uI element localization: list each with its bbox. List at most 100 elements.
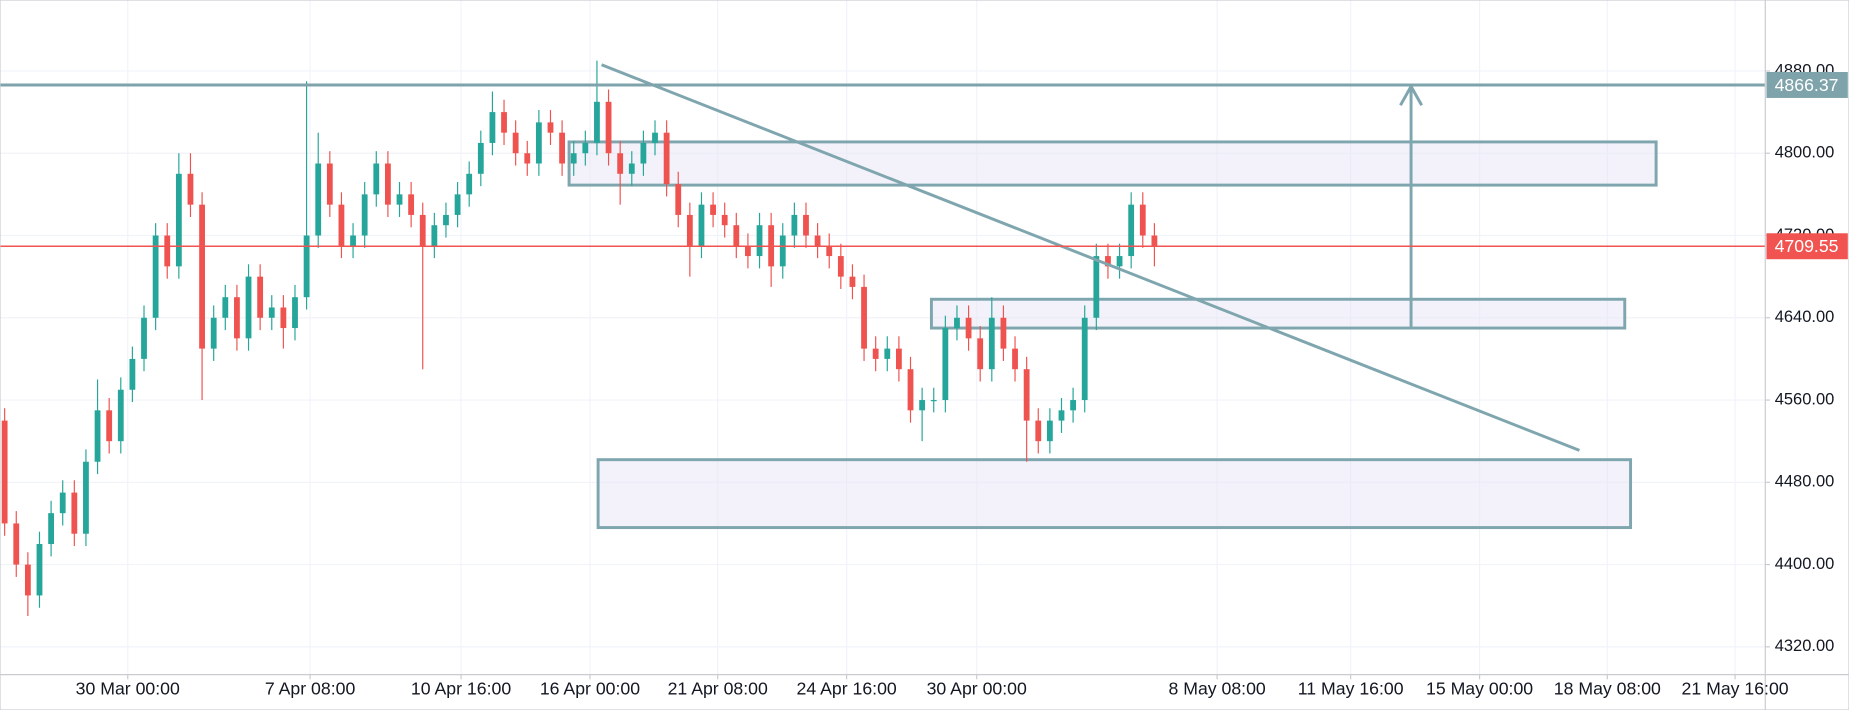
candle-body [512,132,519,154]
candle-body [570,153,577,164]
trend-line [601,63,1580,452]
candle-body [710,204,716,215]
candle-body [1,420,8,524]
candle-body [895,348,902,370]
candle-body [826,245,833,257]
lines-layer [0,63,1766,452]
candle-body [280,307,287,329]
candle-body [1023,369,1030,421]
zone-box [929,297,1627,330]
x-tick-label: 18 May 08:00 [1554,679,1661,699]
candle-body [94,410,101,462]
candle-body [303,235,310,298]
candle-body [489,112,496,143]
candle-body [199,204,205,349]
candle-body [605,101,612,154]
price-label: 4866.37 [1775,75,1839,95]
price-label-box [1766,233,1848,260]
candle-body [930,400,937,402]
candle-body [71,492,78,534]
candle-body [942,328,949,401]
x-tick-label: 21 May 16:00 [1682,679,1789,699]
x-tick-label: 8 May 08:00 [1168,679,1265,699]
grid-layer [0,0,1766,675]
candle-body [1093,256,1100,318]
candle-body [837,256,844,277]
candle-body [745,245,751,257]
candle-body [59,492,66,514]
candle-body [594,101,600,143]
candle-body [872,348,879,359]
zone-box [596,458,1633,530]
candle-body [628,163,635,174]
candle-body [129,358,136,390]
candle-body [164,235,171,267]
candle-body [686,214,693,246]
y-tick-label: 4320.00 [1775,637,1835,655]
candle-body [477,142,484,174]
y-tick-label: 4560.00 [1775,390,1835,408]
candle-body [257,276,264,318]
x-tick-label: 15 May 00:00 [1426,679,1533,699]
candle-body [373,163,380,195]
candle-body [779,235,786,267]
candle-body [1105,256,1111,267]
drawings-layer [567,140,1658,530]
candle-body [315,163,322,236]
candle-body [187,173,194,205]
candle-body [1000,317,1007,349]
candle-body [1035,420,1042,442]
candle-body [268,307,275,318]
candle-body [954,317,960,329]
candle-body [1151,235,1158,246]
candle-body [791,214,798,236]
candle-body [48,513,55,545]
candle-body [350,235,356,246]
candle-body [919,400,926,411]
candle-body [1046,420,1053,442]
x-tick-label: 7 Apr 08:00 [265,679,356,699]
candle-body [988,317,995,370]
candle-body [582,142,589,154]
candle-body [1116,256,1123,267]
candle-body [338,204,345,246]
x-tick-label: 21 Apr 08:00 [668,679,768,699]
candle-body [675,184,682,215]
candles-layer [1,60,1158,617]
candle-body [175,173,182,267]
candle-body [977,338,984,370]
candle-body [361,194,368,236]
candle-body [849,276,856,287]
candle-body [141,317,147,359]
zone-box [567,140,1658,187]
candle-body [663,132,670,185]
candle-body [396,194,403,205]
candle-body [13,523,20,565]
candle-body [965,317,972,339]
candle-body [83,461,89,534]
price-label-box [1766,72,1848,98]
candle-body [756,225,763,257]
candle-body [1139,204,1146,236]
y-tick-label: 4400.00 [1775,555,1835,573]
candle-body [524,153,531,164]
x-tick-label: 16 Apr 00:00 [540,679,640,699]
y-tick-label: 4480.00 [1775,473,1835,491]
x-tick-label: 11 May 16:00 [1298,679,1404,699]
candle-body [152,235,159,318]
x-tick-label: 30 Mar 00:00 [76,679,180,699]
candle-body [907,369,914,411]
candle-body [466,173,473,195]
y-tick-label: 4640.00 [1775,308,1835,326]
price-label: 4709.55 [1775,236,1839,256]
candle-body [419,214,426,246]
candle-body [245,276,252,339]
candle-body [1081,317,1088,401]
x-tick-label: 24 Apr 16:00 [797,679,897,699]
candle-body [535,122,542,164]
candle-body [1058,410,1065,421]
